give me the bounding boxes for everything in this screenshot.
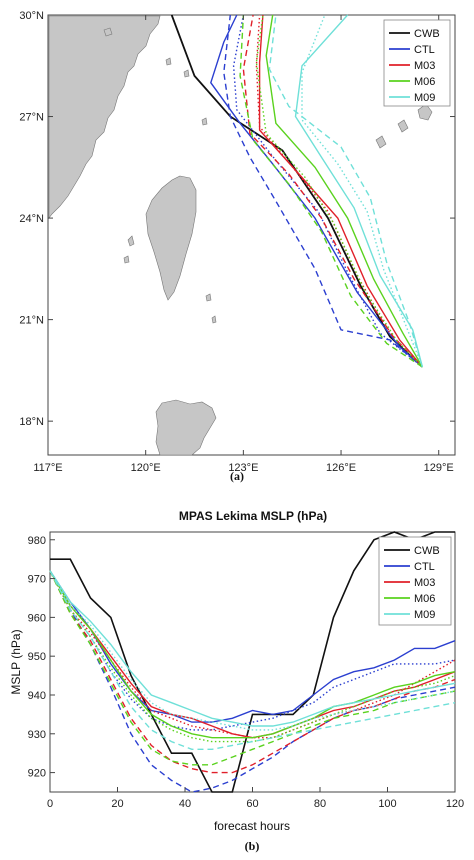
y-tick-label: 960 [28, 612, 46, 624]
y-tick-label: 930 [28, 729, 46, 741]
map-legend-label-m03: M03 [414, 60, 435, 72]
taiwan-land [145, 175, 197, 301]
map-legend-box [383, 19, 451, 107]
y-tick-label: 950 [28, 651, 46, 663]
y-tick-label: 970 [28, 574, 46, 586]
map-legend-label-m06: M06 [414, 76, 435, 88]
map-legend-label-ctl: CTL [414, 44, 435, 56]
penghu-islands [123, 235, 135, 264]
map-legend-label-m09: M09 [414, 92, 435, 104]
map-x-tick-label: 126°E [326, 462, 356, 474]
line-legend-label-cwb: CWB [414, 545, 440, 557]
map-y-tick-label: 18°N [19, 416, 44, 428]
series-m06-solid-line [49, 570, 456, 739]
series-ctl-solid-line [49, 570, 456, 723]
x-tick-label: 0 [47, 798, 53, 810]
coastal-islands [103, 27, 208, 126]
x-axis-label: forecast hours [214, 819, 290, 833]
line-panel: MPAS Lekima MSLP (hPa) 0 20 40 60 80 100 120 92… [9, 509, 464, 853]
map-x-tick-label: 123°E [228, 462, 258, 474]
line-tick-labels: 0 20 40 60 80 100 120 920 930 940 950 960 970 980 [28, 535, 465, 810]
map-tick-labels: 117°E 120°E 123°E 126°E 129°E 18°N 21°N 24°N 27°… [19, 10, 455, 474]
mainland-land [48, 15, 161, 219]
series-ctl-dotted-line [49, 570, 456, 731]
map-y-tick-label: 27°N [19, 112, 44, 124]
line-legend-box [378, 536, 452, 626]
map-y-tick-label: 24°N [19, 213, 44, 225]
luzon-land [155, 399, 217, 456]
track-m06-solid-line [265, 14, 424, 368]
map-legend: CWB CTL M03 M06 M09 [383, 19, 451, 107]
line-legend-label-m06: M06 [414, 593, 435, 605]
y-axis-label: MSLP (hPa) [9, 629, 23, 694]
series-m06-dashed-line [49, 570, 456, 766]
map-tracks [170, 14, 424, 368]
track-ctl-solid-line [210, 14, 423, 368]
panel-a-label: (a) [230, 469, 244, 483]
line-legend-label-ctl: CTL [414, 561, 435, 573]
panel-b-label: (b) [245, 839, 260, 853]
map-legend-label-cwb: CWB [414, 28, 440, 40]
y-tick-label: 940 [28, 690, 46, 702]
x-tick-label: 120 [446, 798, 464, 810]
line-legend: CWB CTL M03 M06 M09 [378, 536, 452, 626]
series-m03-dotted-line [49, 570, 456, 739]
series-m09-solid-line [49, 570, 456, 727]
x-tick-label: 60 [246, 798, 258, 810]
y-tick-label: 920 [28, 768, 46, 780]
line-series [49, 531, 456, 793]
series-ctl-dashed-line [49, 570, 456, 793]
x-tick-label: 40 [179, 798, 191, 810]
track-m03-dashed-line [242, 14, 423, 368]
series-cwb-solid-line [50, 531, 455, 793]
map-panel: 117°E 120°E 123°E 126°E 129°E 18°N 21°N 24°N 27°… [19, 10, 456, 483]
series-m03-dashed-line [49, 570, 456, 774]
track-ctl-dashed-line [223, 14, 423, 368]
line-legend-label-m09: M09 [414, 609, 435, 621]
x-tick-label: 100 [378, 798, 396, 810]
series-m09-dotted-line [49, 570, 456, 731]
line-legend-label-m03: M03 [414, 577, 435, 589]
map-x-tick-label: 120°E [131, 462, 161, 474]
chart-title: MPAS Lekima MSLP (hPa) [179, 509, 327, 523]
series-m09-dashed-line [49, 570, 456, 750]
track-m09-dotted-line [301, 14, 424, 368]
track-m09-solid-line [294, 14, 424, 368]
map-x-tick-label: 117°E [33, 462, 62, 474]
series-m06-dotted-line [49, 570, 456, 743]
map-y-tick-label: 30°N [19, 10, 44, 22]
track-m06-dashed-line [239, 14, 423, 368]
land-areas [48, 15, 433, 456]
map-y-tick-label: 21°N [19, 315, 44, 327]
x-tick-label: 20 [111, 798, 123, 810]
green-island [205, 293, 217, 324]
track-m06-dotted-line [255, 14, 423, 368]
x-tick-label: 80 [314, 798, 326, 810]
map-x-tick-label: 129°E [424, 462, 454, 474]
track-m03-solid-line [258, 14, 423, 368]
y-tick-label: 980 [28, 535, 46, 547]
